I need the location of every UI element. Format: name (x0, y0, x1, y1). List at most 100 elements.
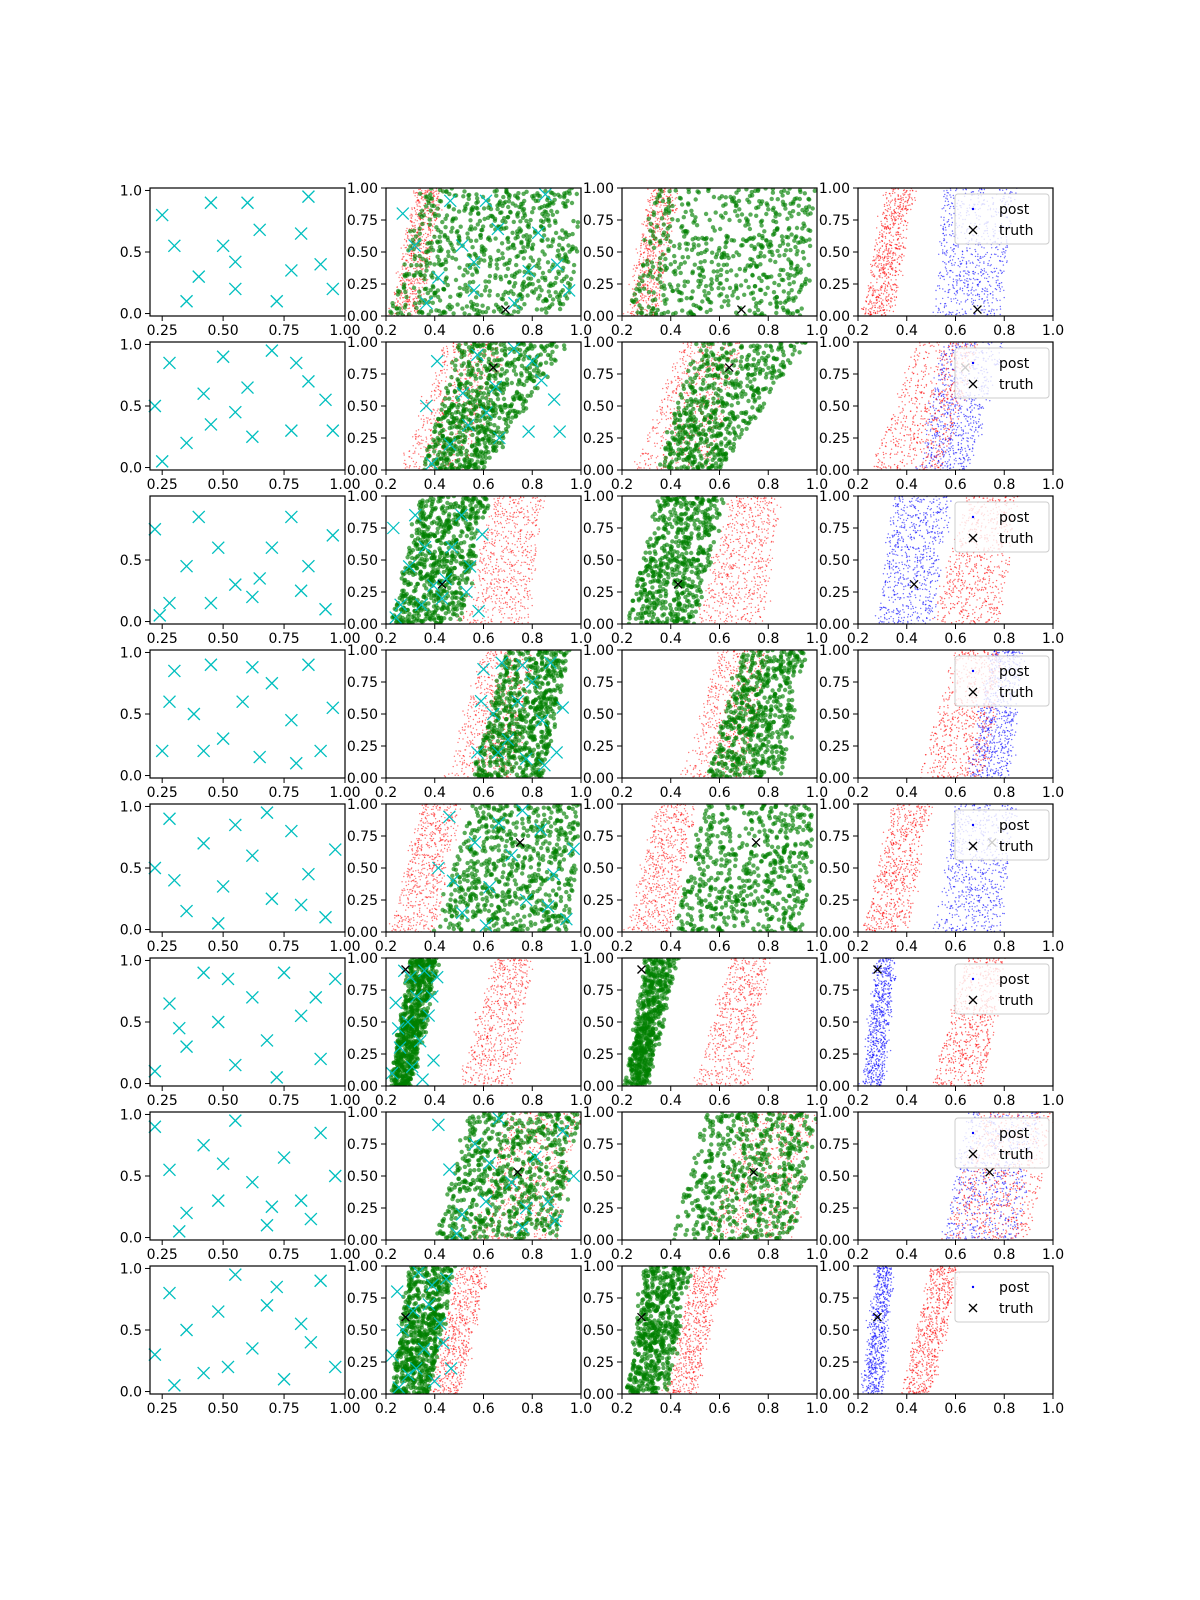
red-samples-point (410, 310, 412, 313)
red-samples-point (907, 204, 909, 207)
red-samples-point (885, 264, 887, 266)
green-samples-point (723, 210, 728, 216)
green-samples-point (501, 194, 506, 200)
red-samples-point (422, 423, 425, 425)
post-samples-point (964, 282, 966, 284)
red-samples-point (409, 279, 411, 281)
green-samples-point (467, 280, 472, 285)
post-samples-point (951, 264, 953, 266)
red-samples-point (898, 208, 900, 210)
green-samples-point (439, 262, 444, 267)
red-samples-point (627, 311, 629, 313)
cyan-x-marker (265, 344, 279, 358)
red-samples-point (907, 199, 910, 201)
red-samples-point (408, 283, 410, 286)
red-samples-point (432, 192, 434, 194)
post-samples-point (948, 313, 950, 316)
green-samples-point (773, 214, 778, 219)
green-samples-point (747, 226, 753, 232)
green-samples-point (654, 224, 660, 229)
y-tick-label: 1.0 (120, 337, 142, 353)
red-samples-point (894, 284, 896, 286)
green-samples-point (500, 251, 505, 256)
post-samples-point (944, 314, 947, 316)
green-samples-point (494, 193, 499, 198)
red-samples-point (473, 411, 475, 413)
red-samples-point (434, 420, 437, 422)
post-samples-point (943, 306, 946, 309)
green-samples-point (464, 452, 469, 457)
red-samples-point (889, 202, 891, 204)
red-samples-point (641, 223, 643, 225)
post-samples-point (954, 262, 956, 264)
post-samples-point (988, 310, 990, 312)
red-samples-point (401, 301, 404, 304)
post-samples-point (972, 282, 974, 284)
green-samples-point (486, 235, 492, 240)
red-samples-point (656, 264, 658, 266)
red-samples-point (412, 225, 414, 228)
red-samples-point (656, 292, 658, 294)
red-samples-point (649, 287, 652, 290)
post-samples-point (959, 260, 961, 263)
post-samples-point (949, 270, 951, 272)
green-samples-point (531, 206, 536, 211)
red-samples-point (895, 216, 897, 218)
red-samples-point (889, 223, 891, 226)
red-samples-point (882, 304, 885, 306)
red-samples-point (415, 201, 417, 203)
post-samples-point (977, 285, 979, 287)
post-samples-point (991, 247, 993, 249)
green-samples-point (438, 199, 444, 204)
green-samples-point (732, 199, 737, 204)
red-samples-point (435, 375, 438, 377)
red-samples-point (418, 467, 420, 470)
post-samples-point (967, 280, 969, 282)
red-samples-point (897, 256, 900, 259)
post-samples-point (952, 250, 955, 253)
red-samples-point (886, 289, 888, 291)
red-samples-point (420, 439, 423, 441)
green-samples-point (561, 200, 566, 206)
red-samples-point (886, 253, 889, 256)
red-samples-point (890, 215, 892, 218)
red-samples-point (879, 241, 881, 243)
red-samples-point (897, 194, 899, 196)
post-samples-point (973, 290, 975, 292)
y-tick-label: 0.25 (583, 277, 614, 293)
green-samples-point (747, 200, 752, 205)
green-samples-point (543, 188, 548, 194)
red-samples-point (405, 233, 407, 235)
post-samples-point (1004, 252, 1006, 254)
red-samples-point (884, 226, 886, 228)
red-samples-point (647, 188, 649, 190)
post-samples-point (979, 257, 981, 259)
red-samples-point (409, 215, 411, 217)
red-samples-point (643, 259, 645, 261)
red-samples-point (878, 289, 880, 292)
red-samples-point (445, 376, 447, 378)
red-samples-point (884, 237, 887, 239)
red-samples-point (886, 304, 888, 306)
cyan-x-marker (408, 239, 422, 253)
red-samples-point (646, 244, 648, 246)
green-samples-point (418, 191, 423, 196)
red-samples-point (657, 283, 659, 286)
red-samples-point (638, 299, 641, 302)
red-samples-point (902, 215, 905, 217)
green-samples-point (783, 206, 788, 211)
post-samples-point (994, 270, 996, 272)
red-samples-point (652, 190, 655, 193)
post-samples-point (987, 273, 989, 276)
green-samples-point (531, 378, 537, 384)
cyan-x-marker (443, 194, 457, 208)
red-samples-point (658, 217, 660, 219)
post-samples-point (943, 216, 945, 219)
green-samples-point (696, 243, 701, 248)
green-samples-point (491, 351, 496, 356)
green-samples-point (676, 283, 681, 288)
red-samples-point (414, 279, 416, 281)
green-samples-point (796, 211, 801, 217)
green-samples-point (685, 279, 691, 284)
green-samples-point (426, 299, 432, 305)
